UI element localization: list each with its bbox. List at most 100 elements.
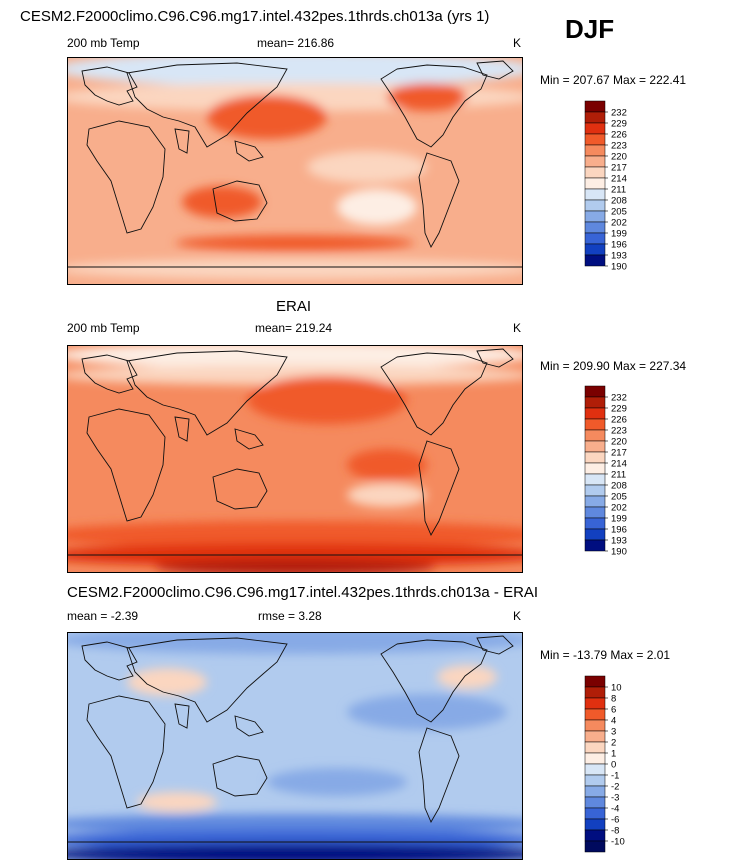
colorbar-swatch-2: [584, 407, 606, 420]
field-region-2: [247, 376, 407, 424]
map-border: [67, 632, 523, 860]
field-region-8: [67, 844, 523, 860]
panel-1-variable-label: 200 mb Temp: [67, 36, 140, 50]
panel-1-colorbar: 232 229 226 223 220 217 214 211 208 205 202 199 196 1…: [584, 100, 655, 273]
colorbar-swatch-3: [584, 418, 606, 431]
field-region-7: [155, 559, 435, 573]
colorbar-label-0: 10: [611, 683, 622, 694]
colorbar-label-2: 6: [611, 705, 616, 716]
colorbar-swatch-7: [584, 177, 606, 190]
colorbar-label-11: 199: [611, 514, 627, 525]
coastline-2: [126, 350, 288, 436]
coastline-0: [81, 66, 138, 106]
coastline-1: [86, 408, 166, 522]
coastline-3: [174, 128, 190, 154]
coastline-7: [418, 440, 460, 537]
colorbar-swatch-12: [584, 517, 606, 530]
colorbar-label-8: 208: [611, 481, 627, 492]
colorbar-label-13: -8: [611, 826, 619, 837]
field-region-4: [182, 186, 262, 218]
contour-field: [67, 345, 523, 573]
map-svg: [67, 57, 523, 285]
field-region-4: [347, 483, 427, 507]
colorbar-swatch-4: [584, 144, 606, 157]
panel-1-minmax-label: Min = 207.67 Max = 222.41: [540, 73, 687, 87]
field-region-3: [347, 694, 507, 730]
colorbar-svg: 2322292262232202172142112082052021991961…: [584, 385, 627, 558]
colorbar-swatch-9: [584, 774, 606, 787]
coastline-5: [212, 755, 268, 797]
colorbar-label-3: 223: [611, 141, 627, 152]
colorbar-swatch-13: [584, 243, 606, 256]
colorbar-swatch-7: [584, 462, 606, 475]
field-region-3: [387, 83, 467, 111]
colorbar-label-6: 1: [611, 749, 616, 760]
colorbar-swatch-9: [584, 484, 606, 497]
panel-1-map: [67, 57, 523, 285]
colorbar-swatch-12: [584, 232, 606, 245]
field-region-6: [175, 235, 415, 251]
colorbar-label-10: -3: [611, 793, 619, 804]
colorbar-swatch-1: [584, 396, 606, 409]
colorbar-label-5: 217: [611, 448, 627, 459]
colorbar-label-8: 208: [611, 196, 627, 207]
colorbar-swatch-8: [584, 763, 606, 776]
coastline-4: [234, 715, 264, 737]
colorbar-swatch-2: [584, 122, 606, 135]
colorbar-swatch-4: [584, 429, 606, 442]
colorbar-swatch-8: [584, 473, 606, 486]
panel-2-map: [67, 345, 523, 573]
field-region-7: [67, 259, 523, 279]
colorbar-swatch-10: [584, 495, 606, 508]
season-label: DJF: [565, 14, 615, 44]
coastline-8: [476, 348, 514, 368]
panel-3-rmse-label: rmse = 3.28: [258, 609, 322, 623]
colorbar-swatch-1: [584, 111, 606, 124]
coastline-0: [81, 641, 138, 681]
panel-3-colorbar: 10 8 6 4 3 2 1 0 -1 -2 -3 -4 -6 -8 -10: [584, 675, 655, 856]
colorbar-swatch-5: [584, 440, 606, 453]
field-region-5: [137, 792, 217, 812]
coastline-4: [234, 140, 264, 162]
field-blobs: [67, 632, 523, 860]
contour-field: [67, 57, 523, 285]
colorbar-swatch-13: [584, 528, 606, 541]
colorbar-label-11: -4: [611, 804, 619, 815]
colorbar-label-9: -2: [611, 782, 619, 793]
colorbar-label-6: 214: [611, 174, 627, 185]
colorbar-swatch-11: [584, 221, 606, 234]
colorbar-label-9: 205: [611, 207, 627, 218]
map-border: [67, 345, 523, 573]
coastline-0: [81, 354, 138, 394]
coastline-4: [234, 428, 264, 450]
colorbar-label-2: 226: [611, 415, 627, 426]
colorbar-label-12: 196: [611, 240, 627, 251]
panel-3-mean-label: mean = -2.39: [67, 609, 139, 623]
coastline-5: [212, 180, 268, 222]
colorbar-label-8: -1: [611, 771, 619, 782]
panel-1-title: CESM2.F2000climo.C96.C96.mg17.intel.432p…: [20, 8, 490, 25]
colorbar-label-7: 211: [611, 470, 626, 481]
coastline-1: [86, 120, 166, 234]
colorbar-label-13: 193: [611, 536, 627, 547]
colorbar-label-12: -6: [611, 815, 619, 826]
coastline-8: [476, 635, 514, 655]
colorbar-swatch-1: [584, 686, 606, 699]
panel-1-mean-label: mean= 216.86: [257, 36, 335, 50]
field-region-5: [337, 189, 417, 225]
coastline-3: [174, 703, 190, 729]
field-region-1: [67, 365, 523, 385]
colorbar-swatch-0: [584, 385, 606, 398]
colorbar-swatch-6: [584, 741, 606, 754]
colorbar-label-9: 205: [611, 492, 627, 503]
colorbar-swatch-10: [584, 210, 606, 223]
map-border: [67, 57, 523, 285]
panel-3-title: CESM2.F2000climo.C96.C96.mg17.intel.432p…: [67, 584, 539, 601]
colorbar-label-1: 229: [611, 119, 627, 130]
panel-3-minmax-label: Min = -13.79 Max = 2.01: [540, 648, 671, 662]
colorbar-label-1: 8: [611, 694, 616, 705]
panel-3-units-label: K: [513, 609, 522, 623]
colorbar-swatch-10: [584, 785, 606, 798]
colorbar-swatch-11: [584, 796, 606, 809]
